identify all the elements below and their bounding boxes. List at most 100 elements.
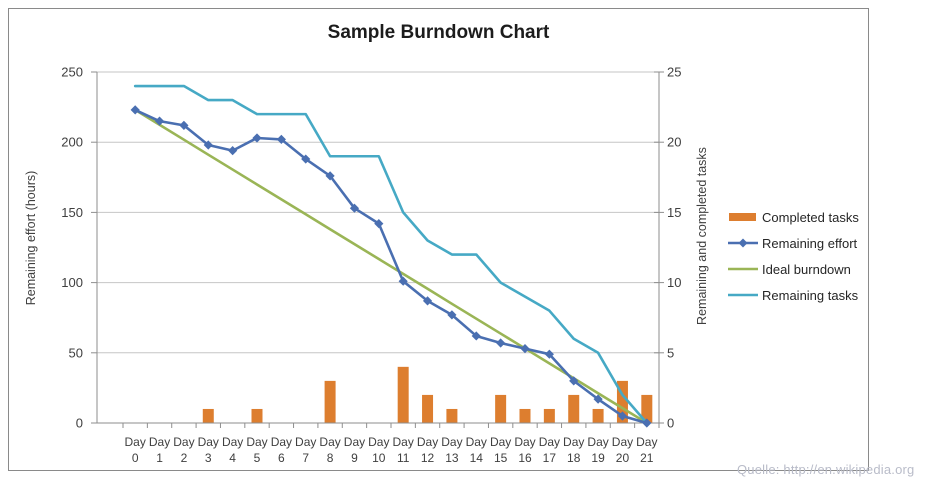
x-tick-label-number: 12: [421, 451, 435, 465]
x-tick-label-number: 18: [567, 451, 581, 465]
legend-swatch-bar: [729, 213, 756, 221]
x-tick-label-number: 21: [640, 451, 654, 465]
chart-title: Sample Burndown Chart: [327, 22, 550, 43]
marker-remaining-effort: [422, 296, 433, 306]
x-tick-label-number: 17: [543, 451, 557, 465]
x-tick-label-day: Day: [514, 435, 535, 449]
marker-remaining-effort: [349, 203, 360, 213]
y-right-tick-label: 15: [667, 205, 681, 220]
x-tick-label-number: 0: [132, 451, 139, 465]
bar-completed-tasks: [641, 394, 653, 423]
marker-remaining-effort: [228, 146, 238, 156]
legend-label: Remaining effort: [762, 235, 858, 251]
x-tick-label-number: 15: [494, 451, 508, 465]
chart-frame: Sample Burndown Chart Remaining effort (…: [8, 8, 869, 471]
x-tick-label-day: Day: [344, 435, 365, 449]
marker-remaining-effort: [642, 418, 652, 428]
legend-item-remaining-tasks: Remaining tasks: [728, 287, 859, 303]
x-tick-label-number: 11: [397, 451, 410, 465]
bar-completed-tasks: [495, 394, 507, 423]
x-tick-label-number: 8: [327, 451, 334, 465]
marker-remaining-effort: [398, 276, 408, 286]
marker-remaining-effort: [276, 134, 286, 144]
y-left-tick-label: 200: [61, 135, 83, 150]
y-left-tick-label: 150: [61, 205, 83, 220]
marker-remaining-effort: [496, 338, 506, 348]
x-tick-label-day: Day: [612, 435, 633, 449]
x-tick-label-number: 14: [470, 451, 484, 465]
x-tick-label-day: Day: [149, 435, 170, 449]
x-tick-label-day: Day: [393, 435, 414, 449]
x-tick-label-number: 10: [372, 451, 386, 465]
y-right-tick-label: 10: [667, 275, 681, 290]
x-tick-label-number: 6: [278, 451, 285, 465]
line-ideal-burndown: [133, 108, 649, 425]
bar-completed-tasks: [543, 408, 555, 423]
bar-completed-tasks: [324, 380, 336, 423]
legend-item-completed-tasks: Completed tasks: [728, 209, 859, 225]
x-tick-label-day: Day: [417, 435, 438, 449]
y-right-tick-label: 20: [667, 135, 681, 150]
x-tick-label-number: 7: [302, 451, 309, 465]
plot-area: 0 50 100 150 200 250 0 5 10 15 20 25 Day 0 Day 1 Day 2 Day…: [61, 65, 681, 466]
marker-remaining-effort: [252, 133, 262, 143]
marker-remaining-effort: [471, 331, 481, 341]
marker-remaining-effort: [447, 310, 457, 320]
legend-swatch-line: [728, 267, 758, 271]
x-tick-label-number: 20: [616, 451, 630, 465]
x-tick-label-day: Day: [587, 435, 608, 449]
legend: Completed tasks Remaining effort Ideal bur…: [728, 209, 859, 315]
bar-completed-tasks: [446, 408, 458, 423]
marker-remaining-effort: [154, 116, 165, 126]
x-tick-label-day: Day: [636, 435, 657, 449]
line-remaining-tasks: [133, 84, 649, 425]
line-remaining-effort: [133, 108, 649, 425]
x-tick-label-day: Day: [563, 435, 584, 449]
x-tick-label-number: 19: [591, 451, 605, 465]
y-left-tick-label: 50: [69, 345, 83, 360]
y-left-tick-label: 250: [61, 65, 83, 80]
x-tick-label-day: Day: [539, 435, 560, 449]
marker-remaining-effort: [179, 120, 189, 130]
marker-remaining-effort: [544, 349, 554, 359]
legend-swatch-line: [728, 238, 758, 248]
y-left-tick-label: 0: [76, 416, 83, 431]
x-tick-label-day: Day: [295, 435, 316, 449]
marker-remaining-effort: [130, 105, 140, 115]
x-tick-label-day: Day: [490, 435, 511, 449]
marker-remaining-effort: [520, 343, 530, 354]
x-tick-label-number: 1: [156, 451, 163, 465]
y-right-tick-label: 25: [667, 65, 681, 80]
bar-completed-tasks: [202, 408, 214, 423]
bar-completed-tasks: [397, 366, 409, 423]
attribution-text: Quelle: http://en.wikipedia.org: [737, 462, 915, 477]
legend-label: Remaining tasks: [762, 287, 859, 303]
x-tick-label-day: Day: [271, 435, 292, 449]
legend-label: Completed tasks: [762, 209, 859, 225]
marker-remaining-effort: [617, 411, 628, 421]
x-tick-label-day: Day: [173, 435, 194, 449]
x-tick-label-number: 4: [229, 451, 236, 465]
marker-remaining-effort: [374, 219, 384, 229]
x-tick-label-day: Day: [222, 435, 243, 449]
x-tick-label-number: 5: [254, 451, 261, 465]
x-tick-label-day: Day: [198, 435, 219, 449]
bar-completed-tasks: [422, 394, 434, 423]
marker-remaining-effort: [203, 140, 213, 150]
y-left-tick-label: 100: [61, 275, 83, 290]
marker-remaining-effort: [569, 376, 579, 386]
x-tick-label-number: 3: [205, 451, 212, 465]
x-tick-label-number: 16: [518, 451, 532, 465]
bar-completed-tasks: [568, 394, 580, 423]
y-right-tick-label: 5: [667, 345, 674, 360]
x-tick-label-number: 9: [351, 451, 358, 465]
y-right-tick-label: 0: [667, 416, 674, 431]
x-tick-label-day: Day: [125, 435, 146, 449]
x-tick-label-day: Day: [368, 435, 389, 449]
x-tick-label-day: Day: [319, 435, 340, 449]
legend-item-ideal-burndown: Ideal burndown: [728, 262, 859, 277]
bar-completed-tasks: [519, 408, 531, 423]
legend-swatch-line: [728, 293, 758, 297]
x-tick-label-number: 13: [445, 451, 459, 465]
